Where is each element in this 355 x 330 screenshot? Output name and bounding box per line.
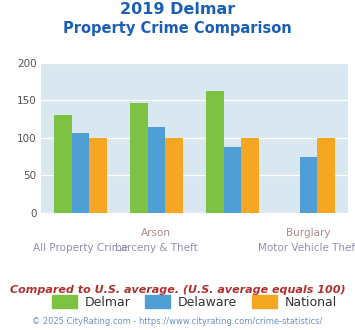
Bar [72, 133, 89, 213]
Bar [317, 138, 335, 213]
Text: 2019 Delmar: 2019 Delmar [120, 2, 235, 16]
Bar [130, 103, 148, 213]
Text: Motor Vehicle Theft: Motor Vehicle Theft [258, 244, 355, 253]
Text: Larceny & Theft: Larceny & Theft [115, 244, 198, 253]
Bar [89, 138, 106, 213]
Text: Property Crime Comparison: Property Crime Comparison [63, 21, 292, 36]
Bar [54, 115, 72, 213]
Bar [148, 126, 165, 213]
Bar [241, 138, 258, 213]
Bar [224, 147, 241, 213]
Text: © 2025 CityRating.com - https://www.cityrating.com/crime-statistics/: © 2025 CityRating.com - https://www.city… [32, 317, 323, 326]
Text: All Property Crime: All Property Crime [33, 244, 128, 253]
Text: Compared to U.S. average. (U.S. average equals 100): Compared to U.S. average. (U.S. average … [10, 285, 345, 295]
Text: Arson: Arson [141, 228, 171, 238]
Legend: Delmar, Delaware, National: Delmar, Delaware, National [47, 290, 342, 314]
Text: Burglary: Burglary [286, 228, 331, 238]
Bar [165, 138, 182, 213]
Bar [300, 156, 317, 213]
Bar [206, 91, 224, 213]
